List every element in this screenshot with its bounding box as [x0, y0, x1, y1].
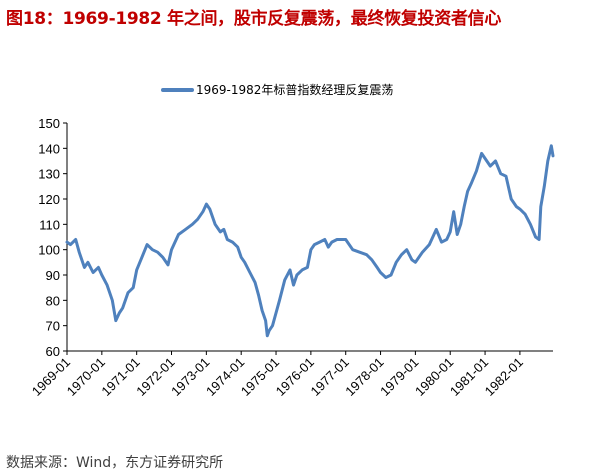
y-tick-label: 110 — [39, 217, 60, 232]
x-tick-label: 1982-01 — [482, 355, 526, 399]
y-tick-label: 140 — [38, 141, 60, 156]
y-tick-label: 120 — [38, 192, 60, 207]
legend: 1969-1982年标普指数经理反复震荡 — [161, 82, 393, 97]
plot-area — [65, 144, 555, 338]
y-tick-label: 130 — [38, 167, 60, 182]
series-line — [65, 144, 555, 338]
axes — [63, 122, 553, 355]
y-tick-label: 100 — [38, 243, 60, 258]
legend-label: 1969-1982年标普指数经理反复震荡 — [196, 82, 393, 97]
y-tick-label: 90 — [46, 268, 60, 283]
figure-title: 图18：1969-1982 年之间，股市反复震荡，最终恢复投资者信心 — [6, 9, 502, 29]
y-tick-label: 80 — [46, 293, 60, 308]
y-tick-label: 60 — [46, 344, 60, 359]
tick-labels: 607080901001101201301401501969-011970-01… — [29, 116, 526, 399]
y-tick-label: 150 — [38, 116, 60, 131]
y-tick-label: 70 — [46, 319, 60, 334]
source-note: 数据来源：Wind，东方证券研究所 — [6, 455, 224, 471]
